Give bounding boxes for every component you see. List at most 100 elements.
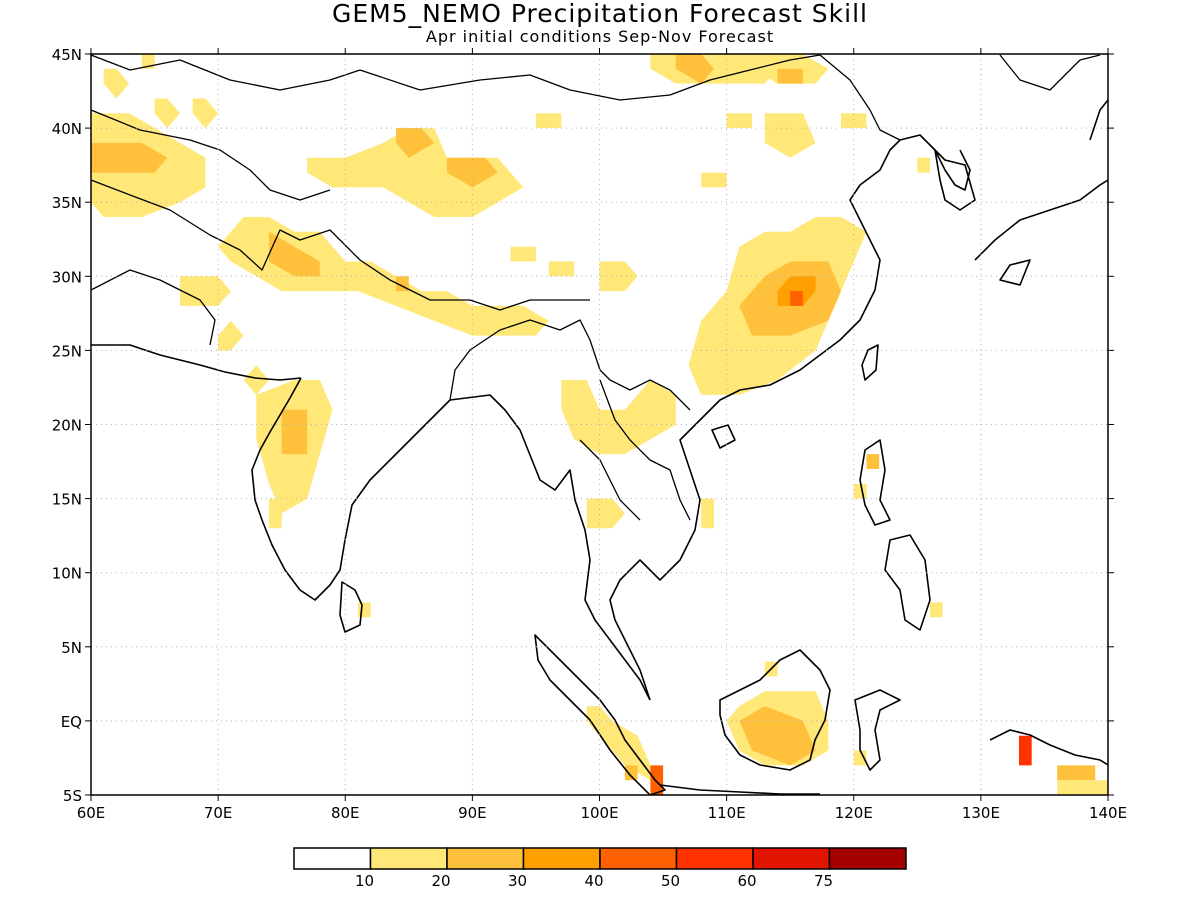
skill-region-8 xyxy=(269,231,320,277)
colorbar-label: 75 xyxy=(814,872,833,890)
lat-label: 40N xyxy=(52,120,82,138)
skill-region-51 xyxy=(1057,765,1096,781)
skill-region-42 xyxy=(930,602,943,618)
colorbar: 10 20 30 40 50 60 75 xyxy=(293,847,907,890)
skill-region-16 xyxy=(307,128,524,217)
coastline-arabian-sea xyxy=(91,344,302,381)
lat-label: 25N xyxy=(52,342,82,360)
colorbar-swatch xyxy=(599,847,678,870)
skill-region-47 xyxy=(624,765,638,781)
coastline-java xyxy=(659,784,820,795)
lon-label: 70E xyxy=(204,804,233,822)
skill-region-41 xyxy=(853,483,867,499)
coastline-hainan xyxy=(711,424,736,449)
skill-region-18 xyxy=(446,157,498,188)
skill-region-10 xyxy=(218,320,244,351)
skill-region-38 xyxy=(586,498,625,529)
coastline-new-guinea xyxy=(989,729,1108,766)
coastlines xyxy=(91,99,1108,795)
colorbar-label: 50 xyxy=(661,872,680,890)
lat-label: 30N xyxy=(52,268,82,286)
coastline-china-north xyxy=(849,134,971,221)
skill-region-6 xyxy=(180,276,231,306)
coastline-india xyxy=(251,377,451,601)
skill-region-35 xyxy=(790,291,803,306)
skill-region-50 xyxy=(1019,735,1032,766)
colorbar-label: 40 xyxy=(584,872,603,890)
lat-label: EQ xyxy=(61,713,82,731)
lon-label: 130E xyxy=(962,804,1000,822)
skill-region-17 xyxy=(396,128,435,158)
coastline-japan xyxy=(974,99,1108,286)
lon-label: 110E xyxy=(708,804,746,822)
skill-region-40 xyxy=(866,454,880,469)
colorbar-swatch xyxy=(522,847,601,870)
country-borders xyxy=(91,54,1101,521)
skill-region-19 xyxy=(408,187,422,203)
coastline-taiwan xyxy=(861,344,879,381)
coastline-bay-bengal-east xyxy=(449,394,651,701)
lat-label: 5S xyxy=(63,787,82,805)
skill-region-37 xyxy=(561,380,676,455)
lat-label: 15N xyxy=(52,491,82,509)
colorbar-swatch xyxy=(446,847,525,870)
map-title: GEM5_NEMO Precipitation Forecast Skill xyxy=(332,0,868,28)
skill-region-36 xyxy=(599,261,638,292)
graticule xyxy=(91,54,1108,795)
skill-region-48 xyxy=(650,765,664,795)
lon-label: 140E xyxy=(1089,804,1127,822)
colorbar-swatch xyxy=(828,847,907,870)
skill-region-24 xyxy=(675,54,714,84)
lat-label: 10N xyxy=(52,565,82,583)
skill-region-49 xyxy=(853,750,867,766)
skill-region-26 xyxy=(777,68,803,84)
skill-region-4 xyxy=(103,68,130,99)
colorbar-label: 30 xyxy=(508,872,527,890)
coastline-philippines-south xyxy=(884,534,931,631)
skill-region-1 xyxy=(91,142,168,173)
skill-region-28 xyxy=(764,113,816,158)
map-subtitle: Apr initial conditions Sep-Nov Forecast xyxy=(425,27,775,46)
lon-label: 100E xyxy=(580,804,618,822)
skill-region-11 xyxy=(243,365,269,395)
colorbar-swatch xyxy=(752,847,831,870)
coastline-philippines-luzon xyxy=(859,439,891,526)
coastline-borneo xyxy=(719,649,831,771)
skill-region-21 xyxy=(510,246,536,262)
lon-label: 90E xyxy=(458,804,487,822)
lon-label: 120E xyxy=(835,804,873,822)
skill-region-2 xyxy=(154,98,180,129)
colorbar-label: 10 xyxy=(355,872,374,890)
skill-region-39 xyxy=(701,498,714,529)
skill-region-34 xyxy=(777,276,816,306)
colorbar-swatch xyxy=(675,847,754,870)
skill-region-31 xyxy=(917,157,930,173)
skill-region-27 xyxy=(726,113,753,129)
lon-label: 60E xyxy=(77,804,106,822)
skill-region-30 xyxy=(841,113,867,129)
skill-region-13 xyxy=(281,409,308,455)
skill-region-29 xyxy=(701,172,727,188)
colorbar-label: 20 xyxy=(431,872,450,890)
lat-label: 45N xyxy=(52,46,82,64)
colorbar-swatch xyxy=(293,847,372,870)
lat-label: 35N xyxy=(52,194,82,212)
coastline-korea xyxy=(934,149,976,211)
axis-ticks xyxy=(85,48,1114,801)
skill-region-52 xyxy=(1057,780,1108,795)
lat-label: 20N xyxy=(52,417,82,435)
skill-region-46 xyxy=(586,706,651,781)
coastline-sulawesi xyxy=(854,689,901,771)
coastline-sumatra xyxy=(534,634,666,795)
colorbar-label: 60 xyxy=(737,872,756,890)
coastline-srilanka xyxy=(339,581,363,633)
lon-label: 80E xyxy=(331,804,360,822)
longitude-labels: 60E 70E 80E 90E 100E 110E 120E 130E 140E xyxy=(77,804,1127,822)
coastline-indochina xyxy=(609,219,881,701)
latitude-labels: 45N 40N 35N 30N 25N 20N 15N 10N 5N EQ 5S xyxy=(52,46,82,805)
colorbar-swatch xyxy=(369,847,448,870)
skill-region-15 xyxy=(358,602,371,618)
skill-region-14 xyxy=(269,498,282,529)
skill-region-20 xyxy=(535,113,562,129)
